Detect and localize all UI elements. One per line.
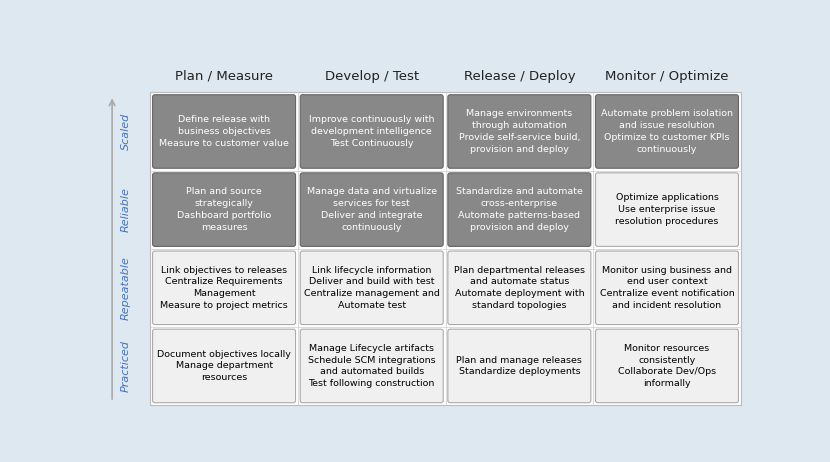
- FancyBboxPatch shape: [595, 173, 739, 246]
- Text: Define release with
business objectives
Measure to customer value: Define release with business objectives …: [159, 115, 289, 148]
- Text: Practiced: Practiced: [121, 340, 131, 392]
- FancyBboxPatch shape: [300, 329, 443, 403]
- Text: Monitor using business and
end user context
Centralize event notification
and in: Monitor using business and end user cont…: [599, 266, 735, 310]
- Text: Monitor / Optimize: Monitor / Optimize: [605, 70, 729, 83]
- FancyBboxPatch shape: [153, 329, 295, 403]
- Text: Plan and manage releases
Standardize deployments: Plan and manage releases Standardize dep…: [457, 356, 583, 377]
- Text: Standardize and automate
cross-enterprise
Automate patterns-based
provision and : Standardize and automate cross-enterpris…: [456, 188, 583, 232]
- Text: Manage data and virtualize
services for test
Deliver and integrate
continuously: Manage data and virtualize services for …: [306, 188, 437, 232]
- Text: Document objectives locally
Manage department
resources: Document objectives locally Manage depar…: [157, 350, 291, 382]
- Text: Automate problem isolation
and issue resolution
Optimize to customer KPIs
contin: Automate problem isolation and issue res…: [601, 109, 733, 154]
- Text: Release / Deploy: Release / Deploy: [463, 70, 575, 83]
- Text: Reliable: Reliable: [121, 187, 131, 232]
- Text: Plan / Measure: Plan / Measure: [175, 70, 273, 83]
- Text: Optimize applications
Use enterprise issue
resolution procedures: Optimize applications Use enterprise iss…: [615, 193, 719, 226]
- FancyBboxPatch shape: [153, 251, 295, 324]
- Text: Repeatable: Repeatable: [121, 256, 131, 320]
- FancyBboxPatch shape: [300, 251, 443, 324]
- FancyBboxPatch shape: [595, 329, 739, 403]
- FancyBboxPatch shape: [448, 329, 591, 403]
- FancyBboxPatch shape: [300, 95, 443, 168]
- FancyBboxPatch shape: [448, 173, 591, 246]
- FancyBboxPatch shape: [153, 95, 295, 168]
- Text: Link lifecycle information
Deliver and build with test
Centralize management and: Link lifecycle information Deliver and b…: [304, 266, 440, 310]
- Text: Scaled: Scaled: [121, 113, 131, 150]
- Text: Improve continuously with
development intelligence
Test Continuously: Improve continuously with development in…: [309, 115, 434, 148]
- Text: Plan and source
strategically
Dashboard portfolio
measures: Plan and source strategically Dashboard …: [177, 188, 271, 232]
- FancyBboxPatch shape: [595, 251, 739, 324]
- FancyBboxPatch shape: [595, 95, 739, 168]
- FancyBboxPatch shape: [150, 92, 741, 405]
- Text: Link objectives to releases
Centralize Requirements
Management
Measure to projec: Link objectives to releases Centralize R…: [160, 266, 288, 310]
- FancyBboxPatch shape: [448, 95, 591, 168]
- Text: Plan departmental releases
and automate status
Automate deployment with
standard: Plan departmental releases and automate …: [454, 266, 585, 310]
- FancyBboxPatch shape: [153, 173, 295, 246]
- Text: Develop / Test: Develop / Test: [325, 70, 419, 83]
- Text: Monitor resources
consistently
Collaborate Dev/Ops
informally: Monitor resources consistently Collabora…: [618, 344, 716, 388]
- FancyBboxPatch shape: [448, 251, 591, 324]
- Text: Manage environments
through automation
Provide self-service build,
provision and: Manage environments through automation P…: [459, 109, 580, 154]
- FancyBboxPatch shape: [150, 60, 741, 92]
- Text: Manage Lifecycle artifacts
Schedule SCM integrations
and automated builds
Test f: Manage Lifecycle artifacts Schedule SCM …: [308, 344, 436, 388]
- FancyBboxPatch shape: [300, 173, 443, 246]
